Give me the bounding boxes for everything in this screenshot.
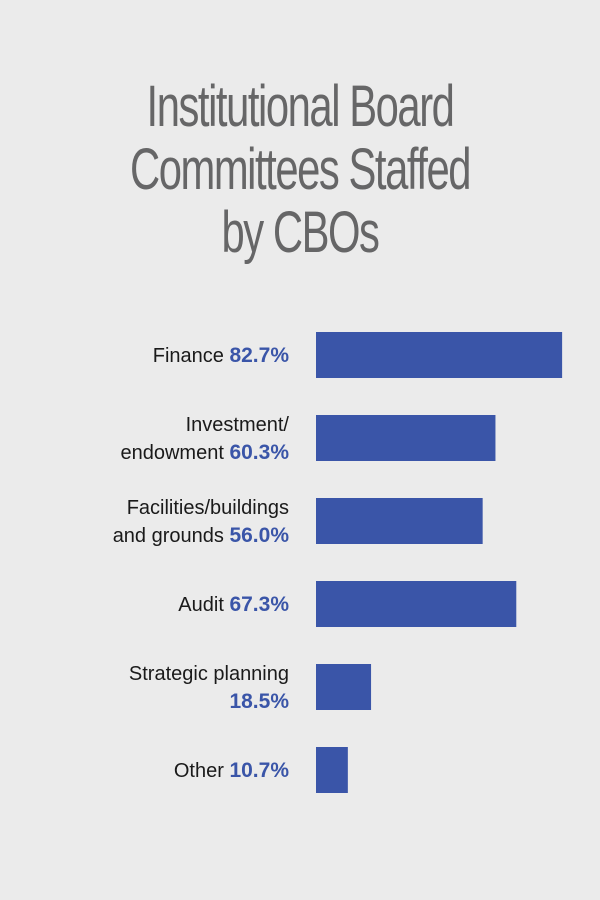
bar-label-1-line-0: Investment/ <box>186 414 290 436</box>
bar-3 <box>316 581 517 627</box>
bar-label-2-line-1: and grounds 56.0% <box>113 524 290 547</box>
category-label: and grounds <box>113 525 230 547</box>
chart-title-line-2: Committees Staffed <box>129 137 471 202</box>
chart-title-line-3: by CBOs <box>221 200 379 265</box>
bar-label-0-line-0: Finance 82.7% <box>153 344 290 367</box>
chart-title-line-1: Institutional Board <box>146 74 455 139</box>
category-label: Other <box>174 760 230 782</box>
bar-label-4-line-0: Strategic planning <box>129 663 289 685</box>
bar-1 <box>316 415 496 461</box>
bar-label-2-line-0: Facilities/buildings <box>127 497 289 519</box>
value-label: 82.7% <box>229 344 289 367</box>
category-label: Finance <box>153 345 230 367</box>
value-label: 56.0% <box>229 524 289 547</box>
bar-label-3-line-0: Audit 67.3% <box>178 593 289 616</box>
bar-0 <box>316 332 563 378</box>
bar-label-1-line-1: endowment 60.3% <box>120 441 289 464</box>
category-label: endowment <box>120 442 229 464</box>
bar-label-4-line-1: 18.5% <box>229 690 289 713</box>
category-label: Facilities/buildings <box>127 497 289 519</box>
bar-4 <box>316 664 372 710</box>
value-label: 67.3% <box>229 593 289 616</box>
chart-title: Institutional Board Committees Staffed b… <box>0 75 600 264</box>
value-label: 60.3% <box>229 441 289 464</box>
bar-2 <box>316 498 483 544</box>
value-label: 18.5% <box>229 690 289 713</box>
category-label: Investment/ <box>186 414 290 436</box>
category-label: Audit <box>178 594 229 616</box>
bar-5 <box>316 747 348 793</box>
bar-label-5-line-0: Other 10.7% <box>174 759 289 782</box>
value-label: 10.7% <box>229 759 289 782</box>
category-label: Strategic planning <box>129 663 289 685</box>
